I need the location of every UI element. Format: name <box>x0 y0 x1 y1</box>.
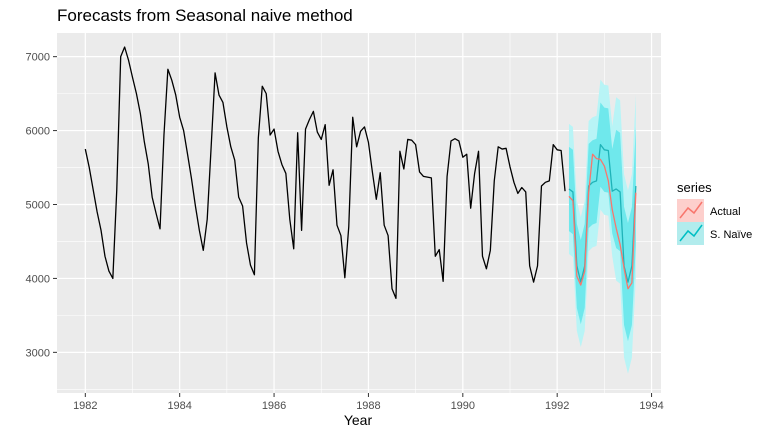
legend-item-actual: Actual <box>677 199 741 222</box>
legend-item-snaive: S. Naïve <box>677 222 752 245</box>
gridlines <box>57 33 661 393</box>
legend-key-snaive-line <box>679 224 703 242</box>
x-tick-label: 1994 <box>639 400 663 412</box>
x-tick-label: 1984 <box>167 400 191 412</box>
forecast-80-interval <box>568 102 636 342</box>
y-tick-label: 6000 <box>26 126 50 138</box>
x-axis-title: Year <box>344 412 373 428</box>
y-tick-label: 4000 <box>26 273 50 285</box>
legend: series Actual S. Naïve <box>677 180 752 245</box>
y-tick-label: 7000 <box>26 52 50 64</box>
x-axis: 1982 1984 1986 1988 1990 1992 1994 <box>73 393 664 412</box>
x-tick-label: 1990 <box>451 400 475 412</box>
x-tick-label: 1986 <box>262 400 286 412</box>
plot-panel <box>57 33 661 393</box>
actual-line <box>568 153 637 290</box>
history-line <box>84 46 566 300</box>
series-lines <box>84 46 637 300</box>
y-tick-label: 3000 <box>26 347 50 359</box>
y-axis: 3000 4000 5000 6000 7000 <box>26 52 57 359</box>
x-tick-label: 1982 <box>73 400 97 412</box>
legend-label-actual: Actual <box>710 206 741 218</box>
legend-title: series <box>677 180 712 195</box>
prediction-intervals <box>568 79 636 374</box>
chart-title: Forecasts from Seasonal naive method <box>57 6 353 25</box>
x-tick-label: 1992 <box>545 400 569 412</box>
x-tick-label: 1988 <box>356 400 380 412</box>
legend-key-actual-line <box>679 201 703 219</box>
y-tick-label: 5000 <box>26 199 50 211</box>
legend-label-snaive: S. Naïve <box>710 229 752 241</box>
